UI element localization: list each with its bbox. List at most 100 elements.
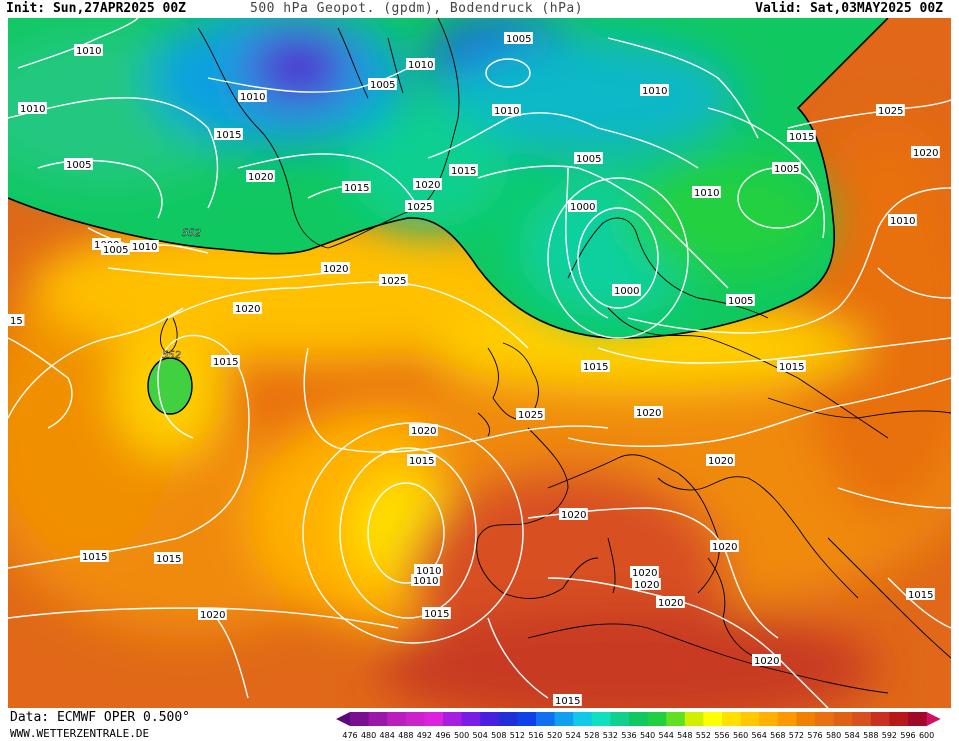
isobar-label: 1010: [411, 574, 440, 587]
legend-swatch: [536, 712, 556, 726]
gpdm-552-label: 552: [182, 228, 201, 239]
legend-swatch: [610, 712, 630, 726]
isobar-label: 1015: [80, 550, 109, 563]
legend-swatch: [387, 712, 407, 726]
isobar-label: 15: [8, 314, 25, 327]
legend-swatch: [629, 712, 649, 726]
isobar-label-text: 1015: [82, 552, 107, 563]
legend-swatch: [777, 712, 797, 726]
legend-tick-label: 504: [473, 731, 488, 740]
legend-swatch: [870, 712, 890, 726]
isobar-label: 1020: [198, 608, 227, 621]
legend-swatch: [908, 712, 928, 726]
isobar-label: 1015: [214, 128, 243, 141]
isobar-label-text: 1025: [518, 410, 543, 421]
isobar-label-text: 1015: [583, 362, 608, 373]
geopotential-shading: [8, 18, 951, 708]
legend-tick-label: 564: [752, 731, 767, 740]
coastlines: [160, 18, 951, 694]
isobar-label: 1015: [422, 607, 451, 620]
isobar-label-text: 1025: [407, 202, 432, 213]
isobar-label: 1015: [211, 355, 240, 368]
isobar-label: 1010: [130, 240, 159, 253]
isobar-label: 1020: [413, 178, 442, 191]
legend-swatch: [591, 712, 611, 726]
legend-swatch: [443, 712, 463, 726]
isobar-label-text: 1015: [789, 132, 814, 143]
legend-swatch: [889, 712, 909, 726]
legend-tick-label: 484: [380, 731, 395, 740]
isobar-label: 1020: [911, 146, 940, 159]
isobar-label: 1020: [632, 578, 661, 591]
legend-tick-label: 580: [826, 731, 841, 740]
isobar-label: 1010: [406, 58, 435, 71]
isobar-label-text: 1015: [156, 554, 181, 565]
isobar-label-text: 1020: [754, 656, 779, 667]
isobar-label-text: 1015: [409, 456, 434, 467]
legend-tick-label: 480: [361, 731, 376, 740]
isobar-label-text: 1005: [576, 154, 601, 165]
isobar-labels: 1010100510101010100510101010101010151005…: [8, 32, 940, 707]
map-title: 500 hPa Geopot. (gpdm), Bodendruck (hPa): [250, 1, 584, 16]
legend-tick-label: 572: [789, 731, 804, 740]
isobar-label-text: 1010: [408, 60, 433, 71]
legend-tick-label: 556: [714, 731, 729, 740]
isobar-label: 1015: [342, 181, 371, 194]
legend-tick-label: 476: [342, 731, 357, 740]
isobar-label-text: 1000: [570, 202, 595, 213]
isobar-label-text: 1015: [213, 357, 238, 368]
isobar-label: 1000: [612, 284, 641, 297]
valid-time-label: Valid: Sat,03MAY2025 00Z: [755, 1, 943, 16]
color-scale-legend: 476 480 484 488 492 496 500 504 508 512 516 520 524 5…: [336, 712, 941, 740]
isobar-label-text: 1010: [240, 92, 265, 103]
isobar-label-text: 1020: [913, 148, 938, 159]
isobar-label-text: 1020: [323, 264, 348, 275]
isobar-label-text: 1020: [712, 542, 737, 553]
legend-tick-label: 548: [677, 731, 692, 740]
isobar-label: 1005: [504, 32, 533, 45]
isobar-label-text: 1020: [658, 598, 683, 609]
isobar-label-text: 1005: [728, 296, 753, 307]
isobar-label: 1010: [414, 564, 443, 577]
isobar-label-text: 1025: [381, 276, 406, 287]
legend-swatch: [722, 712, 742, 726]
isobar-label-text: 1010: [132, 242, 157, 253]
isobar-label: 1005: [772, 162, 801, 175]
legend-tick-label: 576: [807, 731, 822, 740]
isobar-label-text: 1010: [76, 46, 101, 57]
isobar-label: 1010: [692, 186, 721, 199]
isobar-label-text: 1020: [632, 568, 657, 579]
legend-tick-label: 568: [770, 731, 785, 740]
isobar-label-text: 1010: [20, 104, 45, 115]
legend-tick-label: 520: [547, 731, 562, 740]
legend-tick-label: 488: [398, 731, 413, 740]
isobar-label: 1020: [634, 406, 663, 419]
isobar-label: 1005: [101, 243, 130, 256]
isobar-label-text: 1005: [370, 80, 395, 91]
isobar-label: 1015: [787, 130, 816, 143]
isobar-label: 1020: [409, 424, 438, 437]
isobar-label: 1020: [559, 508, 588, 521]
isobar-label: 1025: [516, 408, 545, 421]
isobar-label: 1015: [553, 694, 582, 707]
isobar-label: 1020: [246, 170, 275, 183]
isobar-label-text: 1010: [890, 216, 915, 227]
isobar-label-text: 1015: [451, 166, 476, 177]
isobar-label-text: 1020: [708, 456, 733, 467]
data-source-label: Data: ECMWF OPER 0.500°: [10, 710, 191, 725]
isobar-label-text: 1020: [634, 580, 659, 591]
isobar-label: 1015: [906, 588, 935, 601]
legend-swatch: [815, 712, 835, 726]
legend-tick-label: 536: [621, 731, 636, 740]
legend-swatch: [703, 712, 723, 726]
legend-tick-label: 524: [566, 731, 581, 740]
isobar-label: 1020: [233, 302, 262, 315]
isobar-label: 1020: [656, 596, 685, 609]
legend-tick-label: 528: [584, 731, 599, 740]
geopotential-labels: 552 552: [162, 228, 201, 361]
isobar-label: 1025: [405, 200, 434, 213]
isobar-label: 1010: [888, 214, 917, 227]
legend-swatch: [424, 712, 444, 726]
isobar-label: 1005: [368, 78, 397, 91]
isobar-label: 1010: [640, 84, 669, 97]
